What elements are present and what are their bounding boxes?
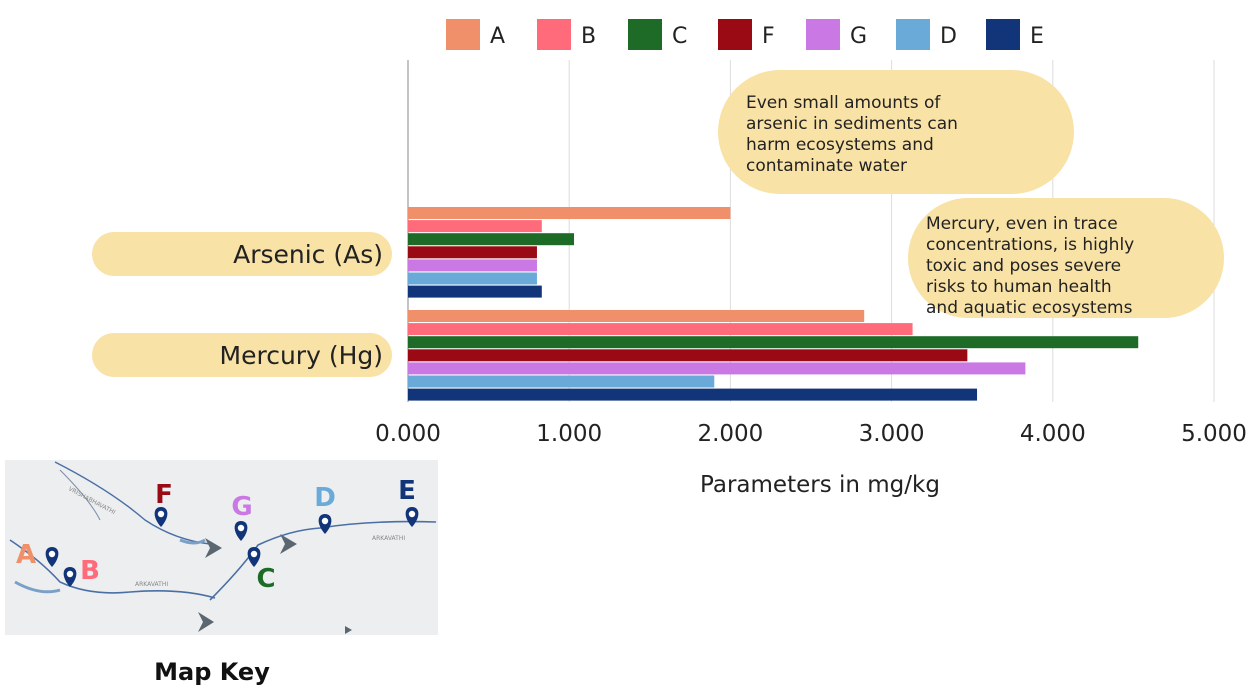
category-label-mercury: Mercury (Hg) (92, 333, 392, 377)
annotation-line: Mercury, even in trace (926, 214, 1118, 234)
bar-g-arsenic (408, 259, 537, 272)
flow-arrow-icon (280, 534, 297, 554)
pin-dot (66, 570, 74, 578)
annotation-line: Even small amounts of (746, 93, 941, 113)
map-pin-g: G (231, 492, 253, 541)
legend-label-d: D (940, 24, 957, 49)
map-pin-c: C (247, 547, 276, 594)
bars (408, 207, 1139, 401)
map-point-label: A (16, 540, 36, 570)
map-point-label: D (314, 483, 336, 513)
annotation-line: arsenic in sediments can (746, 114, 958, 134)
reservoir-shape (14, 580, 61, 594)
annotation-line: toxic and poses severe (926, 256, 1121, 276)
x-tick-label: 0.000 (375, 421, 441, 447)
legend-label-c: C (672, 24, 687, 49)
bar-a-mercury (408, 310, 865, 322)
annotation-arsenic: Even small amounts of arsenic in sediment… (718, 70, 1074, 194)
legend-label-f: F (762, 24, 775, 49)
bar-e-arsenic (408, 285, 542, 298)
x-tick-label: 2.000 (697, 421, 763, 447)
legend-label-a: A (490, 24, 505, 49)
category-text: Mercury (Hg) (220, 341, 383, 370)
river-label: ARKAVATHI (372, 535, 405, 542)
x-axis-title: Parameters in mg/kg (700, 472, 940, 498)
annotation-line: concentrations, is highly (926, 235, 1134, 255)
map-pin-d: D (314, 483, 336, 534)
category-text: Arsenic (As) (233, 240, 383, 269)
map-key-title: Map Key (154, 658, 270, 686)
river-label: ARKAVATHI (135, 581, 168, 588)
river-line (209, 520, 437, 601)
bar-d-arsenic (408, 272, 537, 285)
map-pin-b: B (63, 556, 100, 587)
annotation-mercury: Mercury, even in trace concentrations, is… (908, 198, 1224, 318)
map-background (5, 460, 438, 635)
legend-label-b: B (581, 24, 596, 49)
legend-swatch-c (628, 19, 662, 50)
map-pin-a: A (16, 540, 59, 570)
map-pin-e: E (398, 476, 419, 527)
x-tick-label: 4.000 (1020, 421, 1086, 447)
legend-swatch-e (986, 19, 1020, 50)
bar-f-arsenic (408, 246, 537, 259)
pin-dot (237, 524, 245, 532)
bar-a-arsenic (408, 207, 731, 219)
river-line (54, 461, 211, 545)
pin-dot (321, 517, 329, 525)
x-tick-label: 3.000 (859, 421, 925, 447)
legend-swatch-a (446, 19, 480, 50)
legend-swatch-d (896, 19, 930, 50)
river-line (9, 539, 216, 599)
map-point-label: C (256, 564, 275, 594)
river-line (59, 469, 101, 521)
annotation-line: risks to human health (926, 277, 1112, 297)
map-point-label: G (231, 492, 252, 522)
annotation-line: harm ecosystems and (746, 135, 934, 155)
bar-e-mercury (408, 388, 978, 401)
x-tick-label: 5.000 (1181, 421, 1247, 447)
bar-c-mercury (408, 336, 1139, 349)
category-label-arsenic: Arsenic (As) (92, 232, 392, 276)
reservoir-shape (179, 538, 206, 545)
bar-b-mercury (408, 323, 913, 336)
x-tick-label: 1.000 (536, 421, 602, 447)
map-pin-f: F (154, 480, 173, 527)
flow-arrow-icon (198, 612, 214, 632)
bar-b-arsenic (408, 220, 542, 233)
map-point-label: F (155, 480, 173, 510)
legend-label-e: E (1030, 24, 1044, 49)
map-key: ARKAVATHI ARKAVATHI VRISHABHAVATHI AB CF G… (5, 460, 438, 686)
pin-dot (250, 550, 258, 558)
bar-f-mercury (408, 349, 968, 362)
map-pins: A B C F G D E (16, 476, 419, 594)
map-point-label: B (80, 556, 100, 586)
pin-dot (157, 510, 165, 518)
annotation-line: contaminate water (746, 156, 907, 176)
bar-d-mercury (408, 375, 715, 388)
annotation-line: and aquatic ecosystems (926, 298, 1133, 318)
pin-dot (408, 510, 416, 518)
legend-swatch-g (806, 19, 840, 50)
legend-swatch-f (718, 19, 752, 50)
flow-arrow-icon (205, 538, 222, 558)
pin-dot (48, 550, 56, 558)
legend-swatch-b (537, 19, 571, 50)
bar-g-mercury (408, 362, 1026, 375)
x-tick-labels: 0.000 1.000 2.000 3.000 4.000 5.000 (375, 421, 1247, 447)
map-point-label: E (398, 476, 416, 506)
bar-c-arsenic (408, 233, 575, 246)
legend-label-g: G (850, 24, 867, 49)
flow-arrow-icon (345, 626, 352, 634)
